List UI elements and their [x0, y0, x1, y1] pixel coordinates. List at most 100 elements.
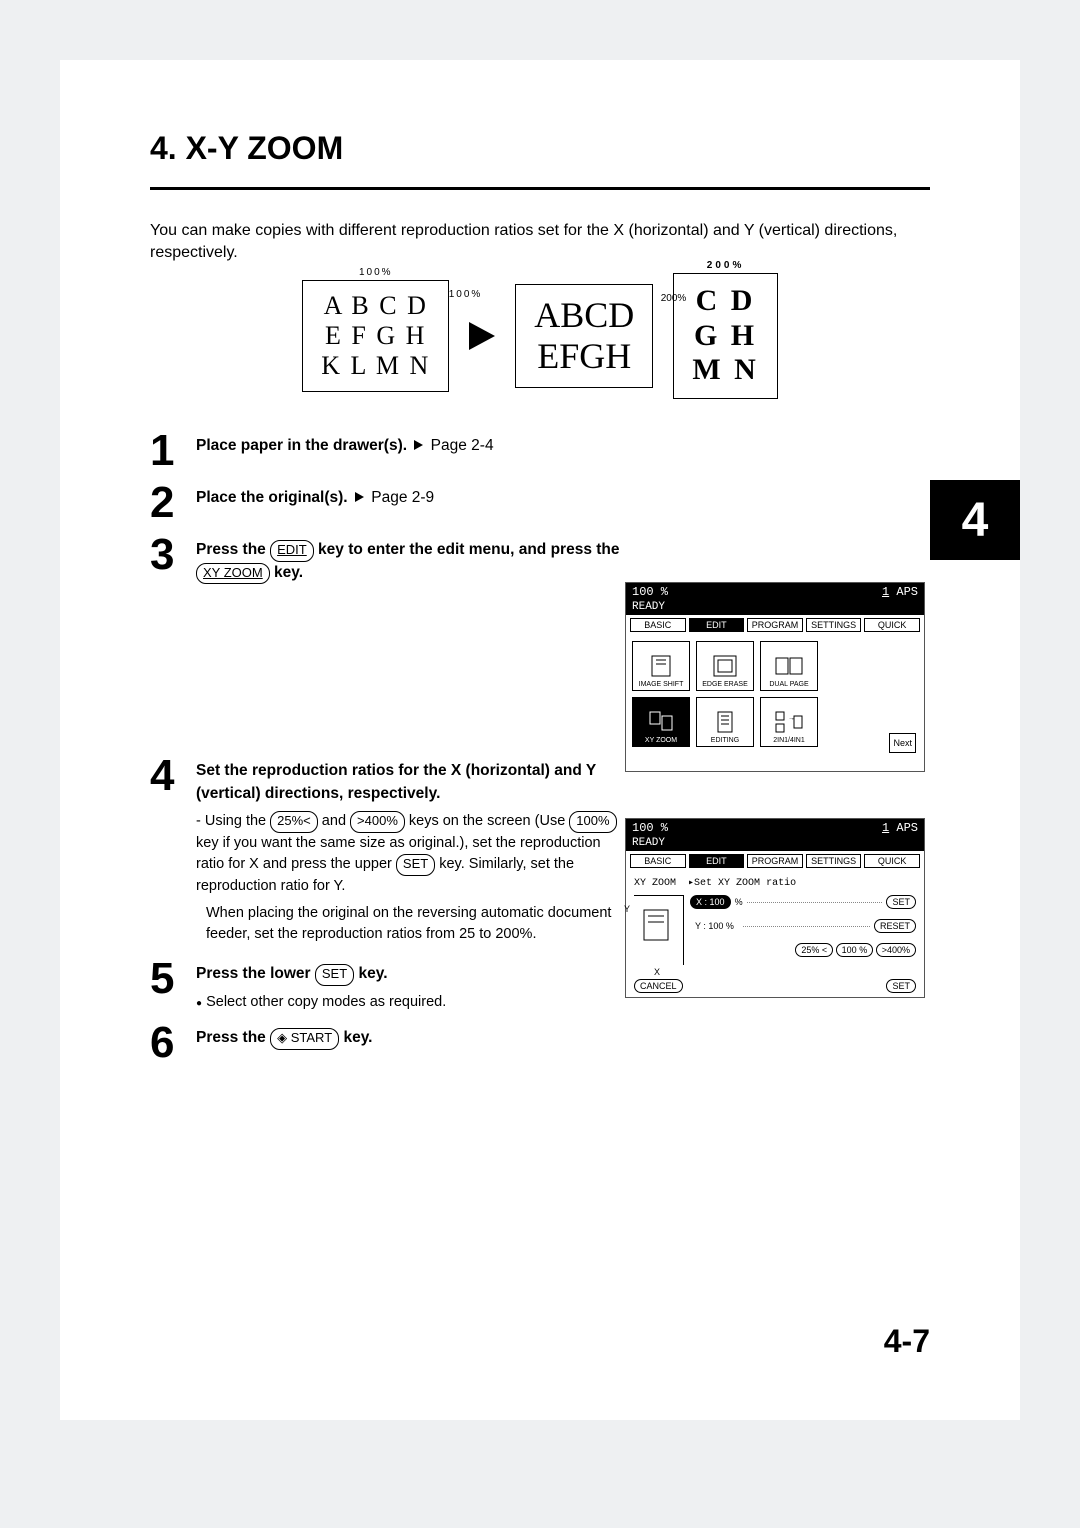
next-button[interactable]: Next — [889, 733, 916, 753]
edit-key: EDIT — [270, 540, 314, 562]
icon-row: IMAGE SHIFT EDGE ERASE DUAL PAGE — [632, 641, 918, 691]
aps: APS — [896, 585, 918, 599]
xy-zoom-button[interactable]: XY ZOOM — [632, 697, 690, 747]
text: Press the — [196, 541, 270, 558]
tab-program[interactable]: PROGRAM — [747, 618, 803, 632]
page-ref: Page 2-9 — [371, 489, 434, 506]
tab-edit[interactable]: EDIT — [689, 854, 745, 868]
step-bold-text: Press the lower SET key. — [196, 963, 446, 986]
step-text: Set the reproduction ratios for the X (h… — [196, 754, 626, 945]
2in1-button[interactable]: → 2IN1/4IN1 — [760, 697, 818, 747]
status-ready: READY — [626, 837, 924, 851]
2in1-icon: → — [774, 710, 804, 734]
xyzoom-icon — [648, 710, 674, 734]
zoom-diagram: 100% 100% A B C D E F G H K L M N 200% A… — [150, 273, 930, 399]
page-icon — [648, 654, 674, 678]
400pct-key: >400% — [350, 811, 405, 833]
icon-row: XY ZOOM EDITING → 2IN1/4IN1 — [632, 697, 918, 747]
section-title: 4. X-Y ZOOM — [150, 130, 1020, 167]
qty: 1 — [882, 585, 889, 599]
step-bold-text: Place the original(s). — [196, 489, 348, 506]
screen-body: IMAGE SHIFT EDGE ERASE DUAL PAGE XY ZOOM… — [626, 635, 924, 771]
100pct-key: 100% — [569, 811, 616, 833]
label: EDGE ERASE — [702, 681, 748, 688]
sample-text: C D — [692, 284, 758, 319]
dim-label: 100% — [449, 289, 483, 301]
chapter-tab: 4 — [930, 480, 1020, 560]
step-number: 6 — [150, 1021, 184, 1065]
label: EDITING — [711, 737, 739, 744]
text: key. — [354, 965, 387, 982]
image-shift-button[interactable]: IMAGE SHIFT — [632, 641, 690, 691]
label: IMAGE SHIFT — [639, 681, 684, 688]
tab-quick[interactable]: QUICK — [864, 854, 920, 868]
start-key: ◈ START — [270, 1028, 339, 1050]
y-ratio-row: Y : 100 % RESET — [690, 919, 916, 933]
set-lower-button[interactable]: SET — [886, 979, 916, 993]
tab-settings[interactable]: SETTINGS — [806, 618, 862, 632]
dual-page-button[interactable]: DUAL PAGE — [760, 641, 818, 691]
text: X : — [696, 897, 707, 907]
tab-quick[interactable]: QUICK — [864, 618, 920, 632]
set-upper-button[interactable]: SET — [886, 895, 916, 909]
step-text: Press the ◈ START key. — [196, 1021, 372, 1065]
reset-button[interactable]: RESET — [874, 919, 916, 933]
intro-paragraph: You can make copies with different repro… — [150, 220, 930, 263]
sample-text: K L M N — [321, 351, 430, 381]
tab-basic[interactable]: BASIC — [630, 854, 686, 868]
ratio-inputs: X : 100 % SET Y : 100 % RESET 25% < — [690, 895, 916, 965]
xyzoom-key: XY ZOOM — [196, 563, 270, 585]
label: 2IN1/4IN1 — [773, 737, 805, 744]
device-screen-edit-menu: 100 % 1 APS READY BASIC EDIT PROGRAM SET… — [625, 582, 925, 772]
sample-text: ABCD — [534, 295, 634, 336]
step-number: 4 — [150, 754, 184, 945]
step-3: 3 Press the EDIT key to enter the edit m… — [150, 533, 930, 585]
bullet-icon: ● — [196, 998, 202, 1009]
cancel-button[interactable]: CANCEL — [634, 979, 683, 993]
diagram-original-box: 100% 100% A B C D E F G H K L M N — [302, 280, 449, 392]
tab-settings[interactable]: SETTINGS — [806, 854, 862, 868]
pct-buttons-row: 25% < 100 % >400% — [690, 943, 916, 957]
diagram-xzoom-box: 200% C D G H M N — [673, 273, 777, 399]
25pct-button[interactable]: 25% < — [795, 943, 833, 957]
tab-program[interactable]: PROGRAM — [747, 854, 803, 868]
step-sub-text: When placing the original on the reversi… — [196, 903, 626, 945]
status-ready: READY — [626, 601, 924, 615]
25pct-key: 25%< — [270, 811, 318, 833]
lcd-screen: 100 % 1 APS READY BASIC EDIT PROGRAM SET… — [625, 818, 925, 998]
step-text: Press the lower SET key. ● Select other … — [196, 957, 446, 1013]
text: key. — [270, 564, 303, 581]
sample-text: E F G H — [321, 321, 430, 351]
book-icon — [774, 654, 804, 678]
link-arrow-icon — [414, 440, 423, 450]
label: DUAL PAGE — [769, 681, 808, 688]
dim-label: 100% — [359, 267, 393, 279]
edge-erase-button[interactable]: EDGE ERASE — [696, 641, 754, 691]
editing-button[interactable]: EDITING — [696, 697, 754, 747]
tab-edit[interactable]: EDIT — [689, 618, 745, 632]
editing-icon — [712, 710, 738, 734]
tab-basic[interactable]: BASIC — [630, 618, 686, 632]
dim-label: 200% — [707, 260, 745, 272]
sample-text: A B C D — [321, 291, 430, 321]
page-ref: Page 2-4 — [431, 437, 494, 454]
y-field: Y : 100 % — [690, 920, 739, 932]
step-number: 3 — [150, 533, 184, 585]
step-bold-text: Place paper in the drawer(s). — [196, 437, 407, 454]
400pct-button[interactable]: >400% — [876, 943, 916, 957]
screen-header: 100 % 1 APS — [626, 819, 924, 837]
lcd-screen: 100 % 1 APS READY BASIC EDIT PROGRAM SET… — [625, 582, 925, 772]
zoom-pct: 100 % — [632, 821, 668, 835]
screen-tabs: BASIC EDIT PROGRAM SETTINGS QUICK — [626, 615, 924, 635]
bottom-row: CANCEL SET — [634, 979, 916, 993]
100pct-button[interactable]: 100 % — [836, 943, 874, 957]
mode-hint-row: XY ZOOM ▸Set XY ZOOM ratio — [634, 877, 916, 889]
text: Using the — [205, 813, 270, 829]
step-sub-text: - Using the 25%< and >400% keys on the s… — [196, 811, 626, 897]
text: key to enter the edit menu, and press th… — [314, 541, 620, 558]
x-value: 100 — [710, 897, 725, 907]
qty-aps: 1 APS — [882, 585, 918, 599]
page-icon — [712, 654, 738, 678]
screen-header: 100 % 1 APS — [626, 583, 924, 601]
set-key: SET — [396, 854, 435, 876]
